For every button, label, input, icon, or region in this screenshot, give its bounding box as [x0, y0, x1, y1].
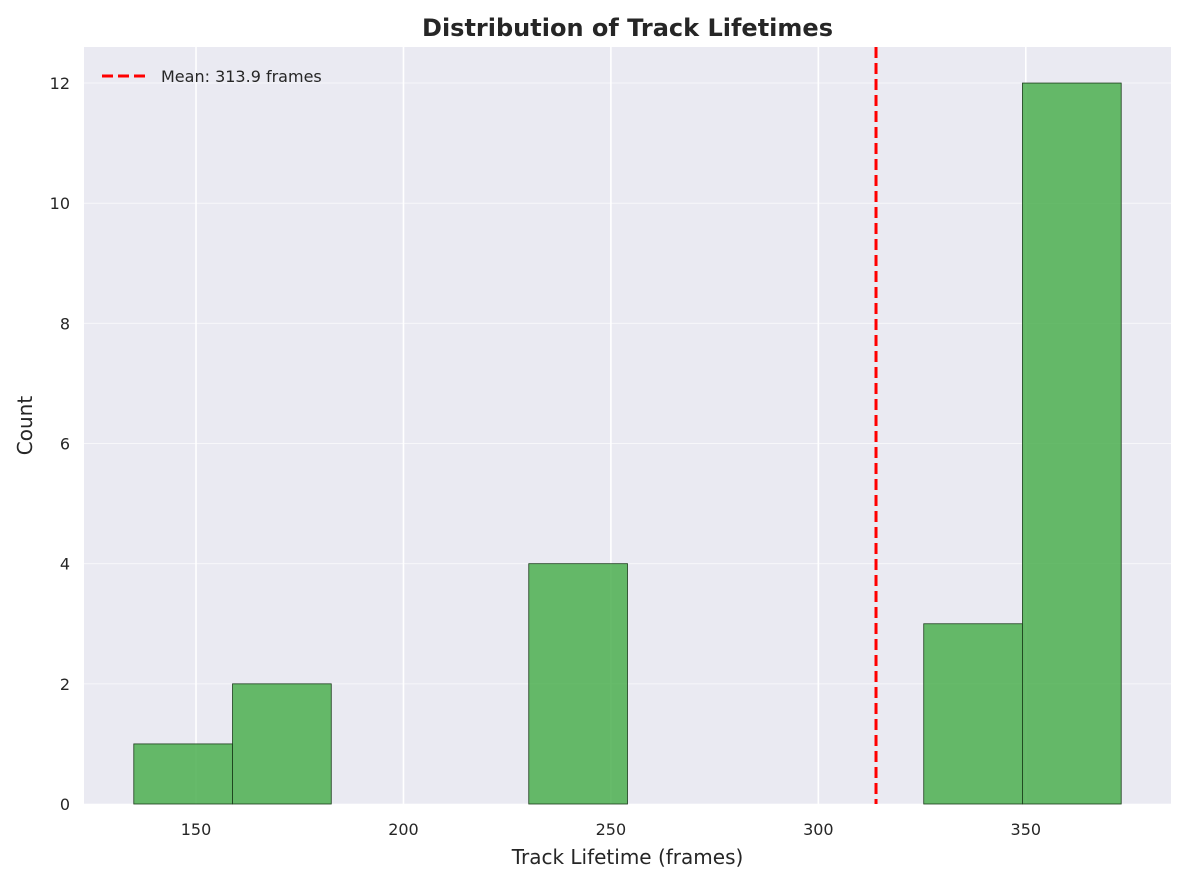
- y-axis-ticks: 0 2 4 6 8 10 12: [50, 74, 70, 814]
- y-tick-label: 10: [50, 194, 70, 213]
- x-axis-label: Track Lifetime (frames): [511, 845, 744, 869]
- x-tick-label: 150: [181, 820, 212, 839]
- x-tick-label: 350: [1011, 820, 1042, 839]
- x-tick-label: 250: [596, 820, 627, 839]
- histogram-bar: [133, 743, 233, 805]
- histogram-bar: [1022, 82, 1122, 805]
- grid: [84, 47, 1171, 805]
- histogram-bar: [923, 623, 1023, 805]
- bars: [133, 82, 1122, 805]
- chart-title: Distribution of Track Lifetimes: [422, 14, 833, 42]
- x-axis-ticks: 150 200 250 300 350: [181, 820, 1041, 839]
- y-axis-label: Count: [13, 396, 37, 456]
- histogram-bar: [528, 563, 628, 805]
- y-tick-label: 6: [60, 435, 70, 454]
- y-tick-label: 2: [60, 675, 70, 694]
- x-tick-label: 300: [803, 820, 834, 839]
- legend: Mean: 313.9 frames: [102, 67, 322, 86]
- y-tick-label: 0: [60, 795, 70, 814]
- histogram-bar: [232, 683, 332, 805]
- y-tick-label: 8: [60, 314, 70, 333]
- y-tick-label: 12: [50, 74, 70, 93]
- legend-label-mean: Mean: 313.9 frames: [161, 67, 322, 86]
- x-tick-label: 200: [388, 820, 419, 839]
- y-tick-label: 4: [60, 555, 70, 574]
